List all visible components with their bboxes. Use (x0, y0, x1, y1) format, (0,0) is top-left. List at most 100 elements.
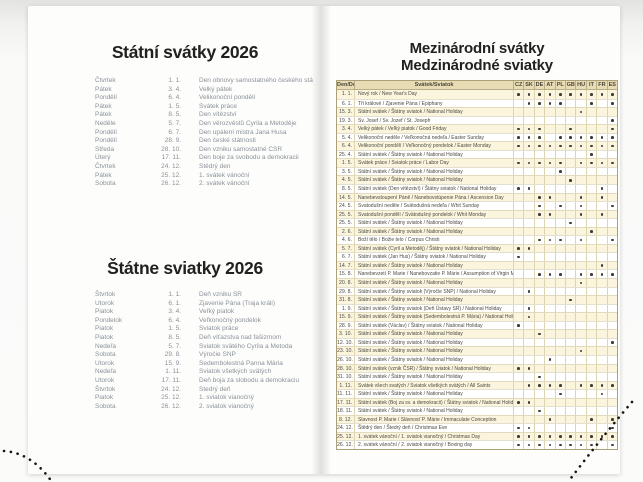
mark-cell-cz (513, 330, 523, 338)
mark-cell-es (606, 261, 617, 270)
mark-cell-fr (596, 108, 606, 116)
mark-cell-at (544, 244, 554, 253)
country-marks (513, 381, 617, 390)
mark-cell-de (533, 347, 544, 355)
holiday-name: Státní svátek / Štátny sviatok / Nationa… (354, 279, 513, 287)
holiday-date: 14. 7. (339, 262, 352, 269)
holiday-dot (610, 161, 614, 165)
mark-cell-gb (564, 270, 575, 279)
holiday-name: Deň víťazstva nad fašizmom (199, 333, 282, 341)
mark-cell-fr (596, 150, 606, 159)
mark-cell-fr (596, 355, 606, 364)
mark-cell-cz (513, 253, 523, 261)
mark-cell-cz (513, 227, 523, 236)
country-marks (513, 321, 617, 330)
mark-cell-hu (575, 99, 585, 108)
holiday-dot (517, 136, 520, 139)
mark-cell-hu (575, 441, 585, 449)
holiday-dot (610, 341, 614, 344)
mark-cell-fr (596, 90, 606, 99)
mark-cell-gb (564, 321, 575, 330)
holiday-date: 14. 5. (339, 194, 352, 201)
table-row: 1. 11. Svátek všech svatých / Sviatok vš… (337, 380, 617, 390)
holiday-row: Pondělí 28. 9. Den české státnosti (95, 137, 313, 146)
mark-cell-it (585, 338, 596, 347)
mark-cell-sk (523, 108, 533, 116)
table-row: 24. 5. Svatodušní neděle / Svätodušná ne… (337, 201, 617, 210)
mark-cell-de (533, 90, 544, 99)
mark-cell-cz (513, 176, 523, 185)
mark-cell-sk (523, 390, 533, 398)
mark-cell-at (544, 304, 554, 313)
holiday-name: Výročie SNP (199, 351, 236, 359)
holiday-name: Veľkonočný pondelok (199, 316, 261, 324)
country-marks (513, 99, 617, 108)
mark-cell-at (544, 330, 554, 338)
mark-cell-gb (564, 116, 575, 125)
mark-cell-gb (564, 338, 575, 347)
mark-cell-hu (575, 270, 585, 279)
mark-cell-hu (575, 424, 585, 432)
holiday-date: 5. 7. (168, 119, 181, 127)
mark-cell-at (544, 202, 554, 210)
holiday-name: Velikonoční pondělí (199, 94, 256, 102)
mark-cell-pl (554, 355, 565, 364)
mark-cell-hu (575, 236, 585, 244)
mark-cell-sk (523, 347, 533, 355)
holiday-dot (558, 170, 562, 173)
czech-holidays-list: Čtvrtek 1. 1. Den obnovy samostatného če… (95, 77, 313, 189)
mark-cell-de (533, 313, 544, 321)
mark-cell-fr (596, 261, 606, 270)
column-header-day: Den/Deň (337, 82, 354, 88)
holiday-row: Pondelok 6. 4. Veľkonočný pondelok (95, 317, 313, 326)
holiday-date: 15. 3. (339, 109, 352, 116)
mark-cell-es (606, 347, 617, 355)
holiday-dot (538, 144, 541, 148)
holiday-name: Státní svátek / Štátny sviatok / Nationa… (354, 347, 513, 355)
mark-cell-gb (564, 441, 575, 449)
holiday-dot (569, 136, 572, 139)
mark-cell-at (544, 424, 554, 432)
holiday-dot (548, 384, 552, 387)
table-row: 18. 11. Státní svátek / Štátny sviatok /… (337, 406, 617, 415)
country-marks (513, 424, 617, 432)
mark-cell-it (585, 210, 596, 219)
mark-cell-hu (575, 279, 585, 287)
mark-cell-hu (575, 261, 585, 270)
holiday-dot (538, 435, 541, 438)
mark-cell-sk (523, 99, 533, 108)
mark-cell-fr (596, 227, 606, 236)
holiday-date: 1. 1. (341, 91, 352, 97)
holiday-dot (600, 435, 604, 438)
mark-cell-hu (575, 390, 585, 398)
holiday-date: 31. 8. (339, 297, 352, 304)
holiday-date: 24. 12. (337, 425, 353, 432)
country-marks (513, 432, 617, 441)
mark-cell-at (544, 210, 554, 219)
mark-cell-fr (596, 253, 606, 261)
holiday-date: 3. 5. (341, 168, 352, 175)
mark-cell-pl (554, 441, 565, 449)
mark-cell-gb (564, 415, 575, 424)
mark-cell-at (544, 253, 554, 261)
mark-cell-de (533, 99, 544, 108)
mark-cell-fr (596, 159, 606, 167)
country-col-sk: SK (523, 81, 533, 90)
holiday-date: 24. 12. (161, 385, 181, 393)
international-holidays-table: Den/Deň Svátek/Sviatok CZSKDEATPLGBHUITF… (336, 80, 618, 450)
mark-cell-es (606, 167, 617, 176)
holiday-date: 12. 10. (337, 339, 353, 346)
day-name: Pátek (95, 85, 112, 93)
holiday-row: Neděle 5. 7. Den věrozvěstů Cyrila a Met… (95, 120, 313, 129)
country-marks (513, 133, 617, 142)
holiday-dot (548, 92, 552, 96)
mark-cell-gb (564, 330, 575, 338)
mark-cell-gb (564, 373, 575, 381)
day-name: Pondelok (95, 316, 123, 324)
mark-cell-gb (564, 304, 575, 313)
holiday-row: Pátek 25. 12. 1. svátek vánoční (95, 172, 313, 181)
holiday-dot (527, 426, 531, 430)
mark-cell-at (544, 193, 554, 202)
table-row: 8. 12. Slavnost P. Marie / Slávnosť P. M… (337, 414, 617, 424)
mark-cell-cz (513, 219, 523, 227)
